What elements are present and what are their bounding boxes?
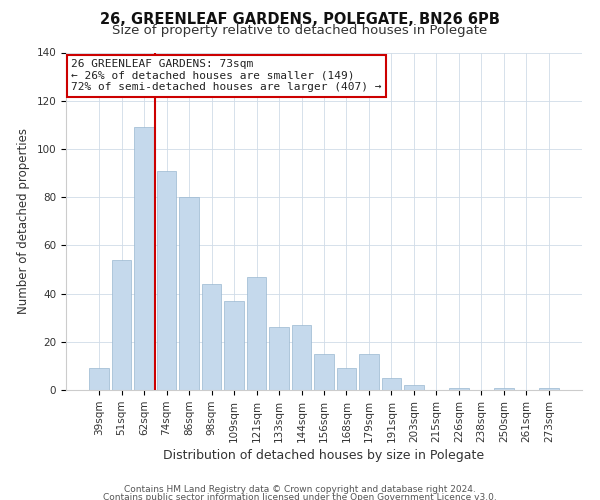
Bar (269, 328, 289, 390)
Bar (337, 368, 356, 390)
Bar (494, 388, 514, 390)
Bar (179, 197, 199, 390)
Bar (404, 385, 424, 390)
Text: 26, GREENLEAF GARDENS, POLEGATE, BN26 6PB: 26, GREENLEAF GARDENS, POLEGATE, BN26 6P… (100, 12, 500, 28)
Text: Size of property relative to detached houses in Polegate: Size of property relative to detached ho… (112, 24, 488, 37)
Bar (539, 388, 559, 390)
Text: 26 GREENLEAF GARDENS: 73sqm
← 26% of detached houses are smaller (149)
72% of se: 26 GREENLEAF GARDENS: 73sqm ← 26% of det… (71, 59, 382, 92)
Bar (134, 127, 154, 390)
Bar (292, 325, 311, 390)
X-axis label: Distribution of detached houses by size in Polegate: Distribution of detached houses by size … (163, 449, 485, 462)
Bar (247, 276, 266, 390)
Bar (449, 388, 469, 390)
Bar (314, 354, 334, 390)
Y-axis label: Number of detached properties: Number of detached properties (17, 128, 29, 314)
Text: Contains HM Land Registry data © Crown copyright and database right 2024.: Contains HM Land Registry data © Crown c… (124, 485, 476, 494)
Bar (359, 354, 379, 390)
Bar (157, 170, 176, 390)
Bar (202, 284, 221, 390)
Text: Contains public sector information licensed under the Open Government Licence v3: Contains public sector information licen… (103, 492, 497, 500)
Bar (89, 368, 109, 390)
Bar (112, 260, 131, 390)
Bar (382, 378, 401, 390)
Bar (224, 301, 244, 390)
